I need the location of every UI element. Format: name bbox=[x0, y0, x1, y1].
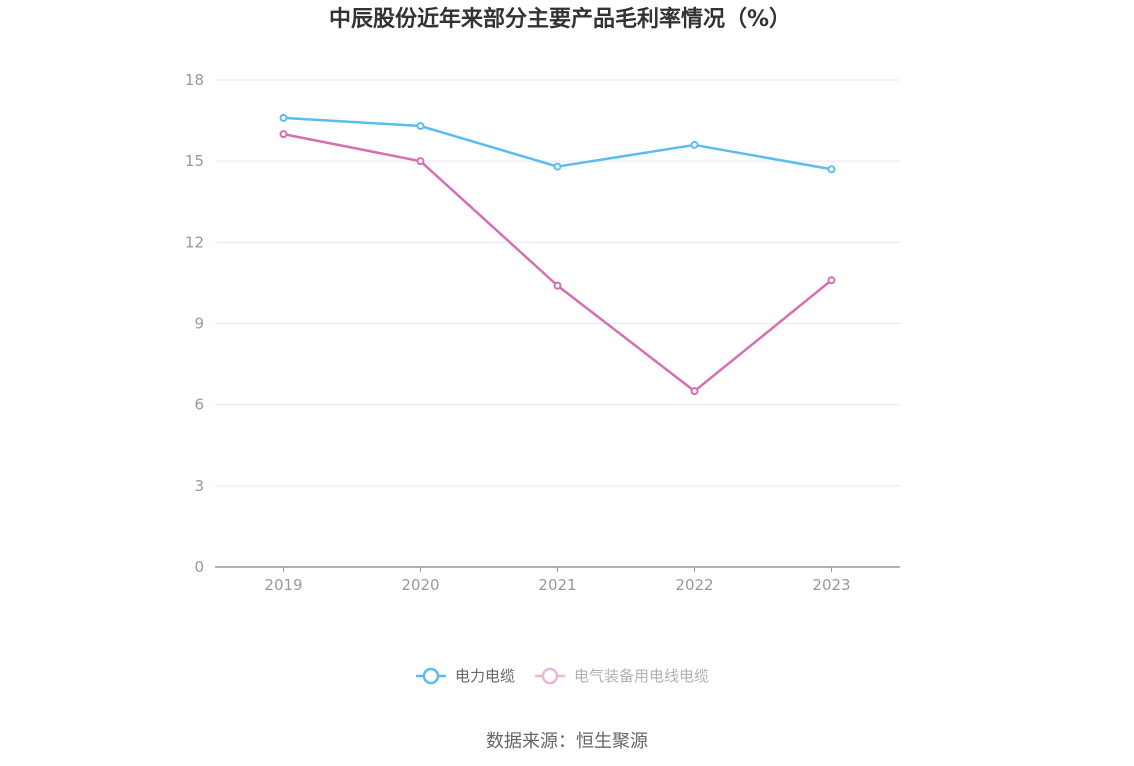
data-point[interactable] bbox=[553, 281, 562, 290]
series-line bbox=[283, 132, 833, 393]
x-tick-label: 2022 bbox=[675, 576, 713, 594]
data-point[interactable] bbox=[416, 121, 425, 130]
data-point[interactable] bbox=[827, 165, 836, 174]
legend-marker bbox=[422, 667, 440, 685]
y-tick-label: 15 bbox=[185, 152, 204, 170]
y-axis: 0 3 6 9 12 15 18 bbox=[185, 71, 204, 576]
y-tick-label: 18 bbox=[185, 71, 204, 89]
y-tick-label: 3 bbox=[194, 477, 204, 495]
y-tick-label: 9 bbox=[194, 315, 204, 333]
data-point[interactable] bbox=[279, 130, 288, 139]
x-axis: 2019 2020 2021 2022 2023 bbox=[215, 566, 900, 594]
legend-item[interactable]: 电气装备用电线电缆 bbox=[535, 667, 709, 685]
source-text: 数据来源：恒生聚源 bbox=[486, 731, 648, 752]
x-tick-label: 2021 bbox=[538, 576, 576, 594]
y-tick-label: 12 bbox=[185, 233, 204, 251]
data-point[interactable] bbox=[690, 387, 699, 396]
x-tick-label: 2020 bbox=[401, 576, 439, 594]
x-tick-label: 2019 bbox=[264, 576, 302, 594]
grid-lines bbox=[215, 79, 900, 487]
data-point[interactable] bbox=[553, 162, 562, 171]
data-point[interactable] bbox=[827, 276, 836, 285]
legend-label: 电力电缆 bbox=[455, 667, 515, 685]
legend-item[interactable]: 电力电缆 bbox=[416, 667, 515, 685]
data-point[interactable] bbox=[690, 140, 699, 149]
legend-label: 电气装备用电线电缆 bbox=[574, 667, 709, 685]
y-tick-label: 6 bbox=[194, 396, 204, 414]
data-point[interactable] bbox=[416, 157, 425, 166]
series-1 bbox=[279, 113, 836, 174]
data-point[interactable] bbox=[279, 113, 288, 122]
series-layer bbox=[279, 113, 836, 396]
y-tick-label: 0 bbox=[194, 558, 204, 576]
chart-title: 中辰股份近年来部分主要产品毛利率情况（%） bbox=[329, 6, 791, 32]
legend-marker bbox=[541, 667, 559, 685]
series-2 bbox=[279, 130, 836, 396]
x-tick-label: 2023 bbox=[812, 576, 850, 594]
legend: 电力电缆 电气装备用电线电缆 bbox=[416, 667, 709, 685]
